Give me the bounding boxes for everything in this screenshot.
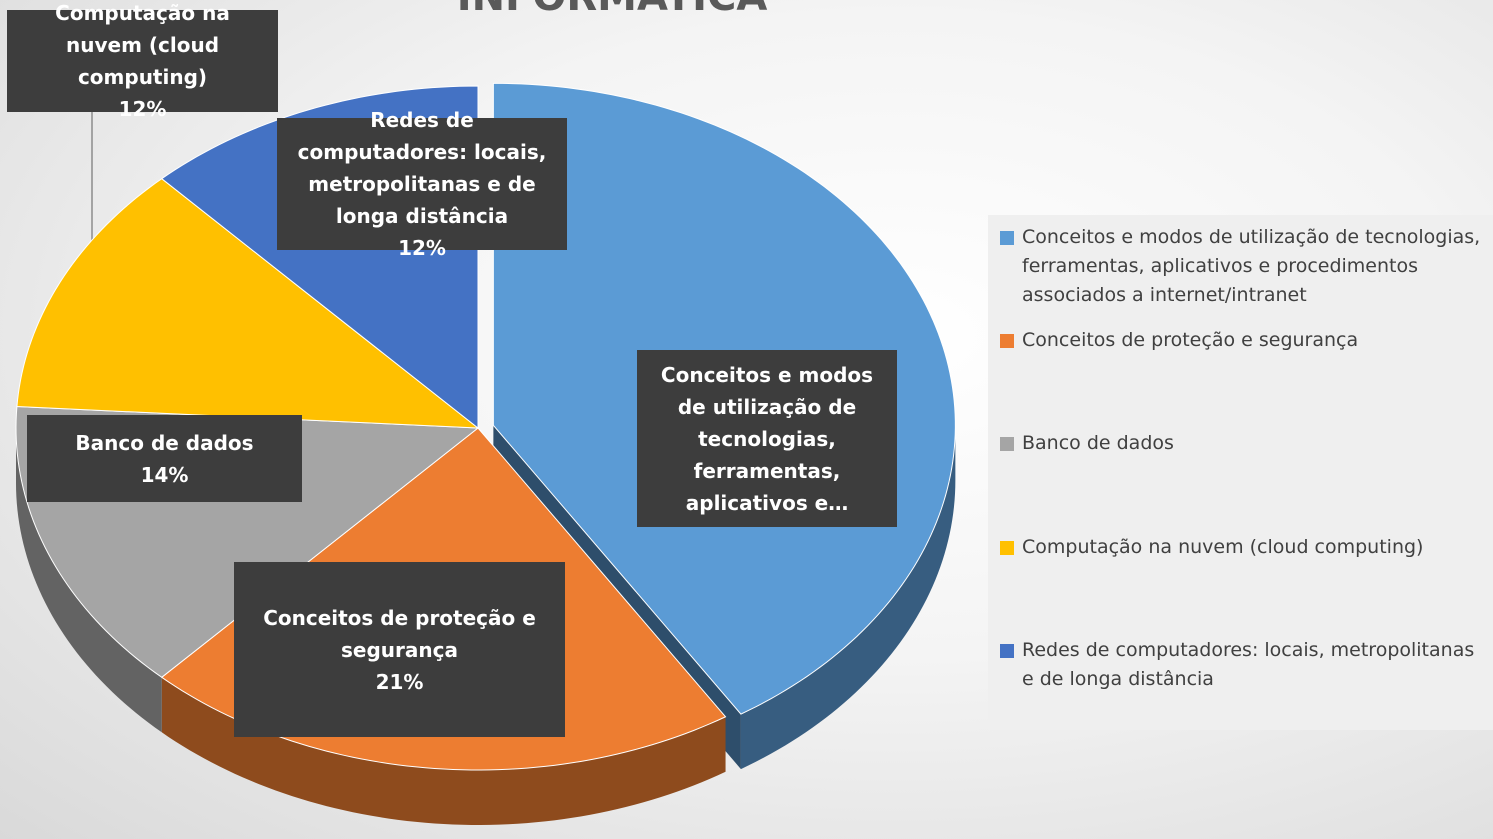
data-label: Conceitos e modos de utilização de tecno… [637,350,897,527]
legend-label: Conceitos de proteção e segurança [1022,329,1359,351]
data-label: Computação na nuvem (cloud computing) 12% [7,1,278,121]
legend-swatch [1000,334,1014,348]
legend-swatch [1000,437,1014,451]
data-label-value: 12% [398,236,446,260]
legend-item: Banco de dados [1000,429,1490,458]
legend-item: Conceitos de proteção e segurança [1000,326,1490,355]
chart-title: INFORMÁTICA [457,0,768,20]
data-label-name: Computação na nuvem (cloud computing) [55,1,230,89]
slice-side [16,428,162,733]
data-label-name: Conceitos de proteção e segurança [263,605,536,662]
legend: Conceitos e modos de utilização de tecno… [988,215,1493,730]
legend-item: Computação na nuvem (cloud computing) [1000,533,1490,562]
legend-label: Banco de dados [1022,432,1174,454]
data-label-name: Conceitos e modos de utilização de tecno… [660,362,874,515]
data-label-value: 14% [140,462,189,487]
slice-side [161,677,726,825]
legend-swatch [1000,231,1014,245]
data-label: Redes de computadores: locais, metropoli… [277,108,567,260]
data-label-name: Redes de computadores: locais, metropoli… [297,108,547,228]
legend-item: Conceitos e modos de utilização de tecno… [1000,223,1490,310]
legend-label: Computação na nuvem (cloud computing) [1022,536,1424,558]
data-label: Conceitos de proteção e segurança 21% [234,562,565,737]
data-label-value: 21% [375,669,424,694]
slice [16,178,480,429]
data-label: Banco de dados 14% [27,415,302,502]
legend-swatch [1000,644,1014,658]
slice-side [740,425,956,770]
data-label-name: Banco de dados [75,430,254,455]
legend-label: Redes de computadores: locais, metropoli… [1022,639,1475,690]
legend-item: Redes de computadores: locais, metropoli… [1000,636,1490,694]
legend-label: Conceitos e modos de utilização de tecno… [1022,226,1481,306]
data-label-value: 12% [118,97,167,121]
legend-swatch [1000,541,1014,555]
